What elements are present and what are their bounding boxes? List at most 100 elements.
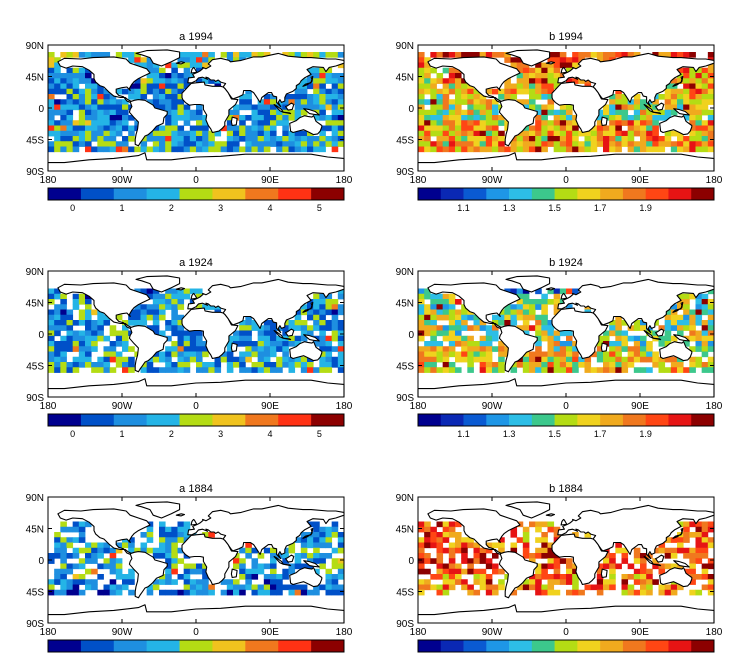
heatmap-cell: [251, 109, 259, 116]
heatmap-cell: [658, 367, 666, 373]
heatmap-cell: [165, 351, 172, 358]
heatmap-cell: [572, 367, 579, 373]
colorbar-swatch: [622, 640, 646, 652]
heatmap-cell: [436, 109, 444, 116]
heatmap-cell: [196, 563, 203, 570]
heatmap-cell: [566, 120, 573, 126]
heatmap-cell: [448, 558, 456, 564]
heatmap-cell: [202, 589, 209, 596]
heatmap-cell: [66, 99, 74, 105]
heatmap-cell: [54, 83, 61, 90]
heatmap-cell: [658, 563, 666, 570]
heatmap-cell: [331, 547, 339, 554]
heatmap-cell: [288, 52, 296, 58]
heatmap-cell: [455, 325, 462, 331]
heatmap-cell: [122, 88, 129, 95]
heatmap-cell: [559, 57, 567, 63]
heatmap-cell: [85, 125, 92, 132]
heatmap-cell: [670, 325, 678, 331]
heatmap-cell: [535, 568, 542, 575]
heatmap-cell: [72, 78, 80, 84]
heatmap-cell: [48, 589, 55, 596]
heatmap-cell: [307, 558, 314, 564]
heatmap-cell: [701, 325, 709, 331]
heatmap-cell: [670, 94, 678, 100]
heatmap-cell: [171, 99, 178, 105]
landmass: [47, 378, 345, 398]
heatmap-cell: [448, 330, 456, 337]
heatmap-cell: [652, 120, 659, 126]
heatmap-cell: [473, 346, 481, 352]
heatmap-cell: [572, 584, 579, 591]
heatmap-cell: [455, 115, 462, 121]
heatmap-cell: [430, 299, 437, 305]
heatmap-cell: [152, 141, 160, 147]
heatmap-cell: [159, 141, 166, 147]
heatmap-cell: [418, 99, 425, 105]
coastlines: [417, 49, 715, 172]
heatmap-cell: [319, 99, 326, 105]
heatmap-cell: [485, 367, 493, 373]
heatmap-cell: [430, 320, 437, 326]
heatmap-cell: [325, 574, 333, 580]
heatmap-cell: [122, 141, 129, 147]
heatmap-cell: [522, 314, 530, 321]
heatmap-cell: [103, 141, 111, 147]
heatmap-cell: [165, 288, 172, 295]
heatmap-cell: [152, 104, 160, 111]
landmass: [498, 551, 538, 599]
heatmap-cell: [177, 141, 185, 147]
heatmap-cell: [60, 52, 67, 58]
heatmap-cell: [171, 553, 178, 559]
heatmap-cell: [658, 52, 666, 58]
heatmap-cell: [596, 136, 604, 142]
heatmap-cell: [48, 335, 55, 342]
landmass: [289, 115, 323, 136]
heatmap-cell: [91, 325, 98, 331]
heatmap-cell: [48, 351, 55, 358]
heatmap-cell: [208, 584, 215, 591]
heatmap-cell: [485, 330, 493, 337]
heatmap-cell: [91, 125, 98, 132]
heatmap-cell: [418, 521, 425, 528]
heatmap-cell: [633, 120, 641, 126]
heatmap-cell: [226, 109, 234, 116]
heatmap-cell: [220, 351, 228, 358]
heatmap-cell: [590, 130, 598, 137]
heatmap-cell: [307, 309, 314, 316]
heatmap-cell: [72, 293, 80, 300]
heatmap-cell: [633, 130, 641, 137]
heatmap-cell: [214, 146, 222, 153]
heatmap-cell: [516, 304, 524, 310]
heatmap-cell: [473, 125, 481, 132]
heatmap-cell: [226, 346, 234, 352]
heatmap-cell: [547, 88, 555, 95]
heatmap-cell: [633, 574, 641, 580]
heatmap-cells: [48, 52, 345, 153]
heatmap-cell: [115, 362, 123, 368]
colorbar-tick-label: 0: [70, 429, 75, 439]
heatmap-cell: [677, 314, 684, 321]
heatmap-cell: [337, 52, 345, 58]
heatmap-cell: [461, 309, 468, 316]
heatmap-cell: [578, 52, 585, 58]
heatmap-cell: [658, 341, 666, 347]
heatmap-cell: [307, 94, 314, 100]
heatmap-cell: [485, 335, 493, 342]
heatmap-cell: [91, 542, 98, 549]
heatmap-cell: [140, 542, 148, 549]
heatmap-cell: [300, 52, 308, 58]
heatmap-cell: [479, 356, 487, 363]
heatmap-cell: [307, 104, 314, 111]
heatmap-cell: [146, 288, 154, 295]
heatmap-cell: [313, 99, 320, 105]
heatmap-cell: [146, 584, 154, 591]
heatmap-cell: [535, 115, 542, 121]
heatmap-cell: [442, 125, 450, 132]
heatmap-cell: [97, 130, 104, 137]
colorbar-swatch: [691, 640, 715, 652]
landmass: [135, 275, 181, 293]
heatmap-cell: [541, 547, 548, 554]
heatmap-cell: [146, 325, 154, 331]
landmass: [273, 329, 284, 339]
